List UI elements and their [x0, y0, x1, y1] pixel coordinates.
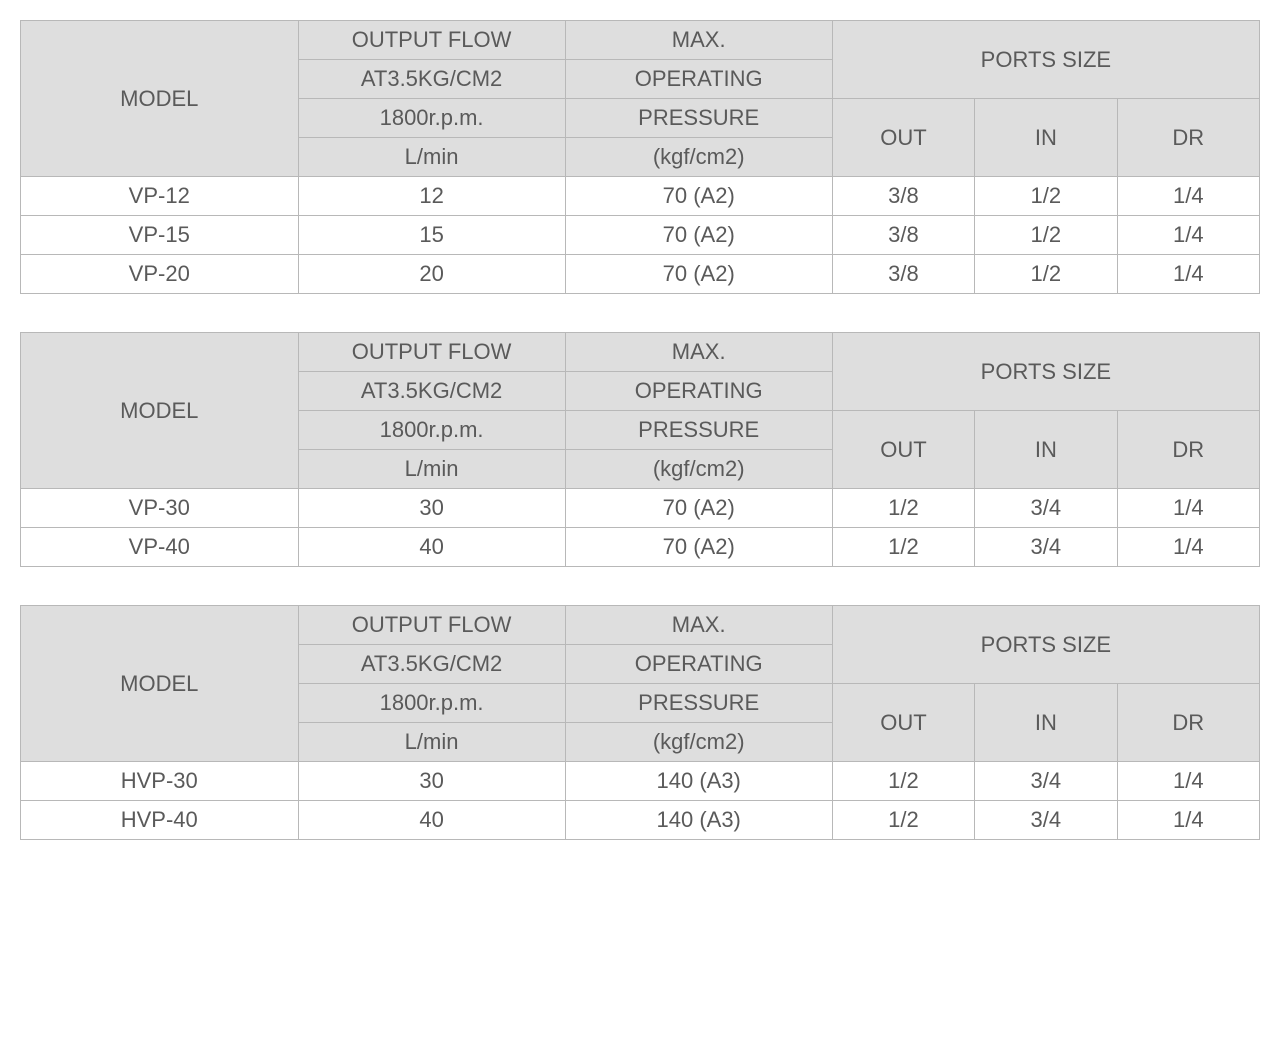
table-row: VP-30 30 70 (A2) 1/2 3/4 1/4	[21, 489, 1260, 528]
cell-model: VP-15	[21, 216, 299, 255]
header-press-2: OPERATING	[565, 372, 832, 411]
header-flow-4: L/min	[298, 138, 565, 177]
header-press-1: MAX.	[565, 21, 832, 60]
cell-in: 3/4	[975, 762, 1117, 801]
header-out: OUT	[832, 684, 974, 762]
header-flow-1: OUTPUT FLOW	[298, 21, 565, 60]
table-body: VP-12 12 70 (A2) 3/8 1/2 1/4 VP-15 15 70…	[21, 177, 1260, 294]
spec-table: MODEL OUTPUT FLOW MAX. PORTS SIZE AT3.5K…	[20, 332, 1260, 567]
table-row: VP-12 12 70 (A2) 3/8 1/2 1/4	[21, 177, 1260, 216]
cell-model: VP-12	[21, 177, 299, 216]
cell-dr: 1/4	[1117, 216, 1259, 255]
header-ports: PORTS SIZE	[832, 21, 1259, 99]
cell-model: HVP-30	[21, 762, 299, 801]
header-in: IN	[975, 684, 1117, 762]
header-ports: PORTS SIZE	[832, 606, 1259, 684]
header-press-1: MAX.	[565, 333, 832, 372]
cell-model: VP-40	[21, 528, 299, 567]
header-press-3: PRESSURE	[565, 684, 832, 723]
cell-press: 70 (A2)	[565, 216, 832, 255]
cell-in: 1/2	[975, 216, 1117, 255]
cell-flow: 30	[298, 489, 565, 528]
spec-table: MODEL OUTPUT FLOW MAX. PORTS SIZE AT3.5K…	[20, 20, 1260, 294]
cell-dr: 1/4	[1117, 528, 1259, 567]
cell-out: 1/2	[832, 528, 974, 567]
table-row: HVP-30 30 140 (A3) 1/2 3/4 1/4	[21, 762, 1260, 801]
header-dr: DR	[1117, 411, 1259, 489]
header-press-3: PRESSURE	[565, 411, 832, 450]
table-header: MODEL OUTPUT FLOW MAX. PORTS SIZE AT3.5K…	[21, 606, 1260, 762]
header-out: OUT	[832, 99, 974, 177]
cell-dr: 1/4	[1117, 177, 1259, 216]
header-dr: DR	[1117, 99, 1259, 177]
cell-in: 1/2	[975, 177, 1117, 216]
header-flow-2: AT3.5KG/CM2	[298, 372, 565, 411]
header-press-1: MAX.	[565, 606, 832, 645]
cell-flow: 40	[298, 528, 565, 567]
table-header: MODEL OUTPUT FLOW MAX. PORTS SIZE AT3.5K…	[21, 21, 1260, 177]
header-flow-3: 1800r.p.m.	[298, 684, 565, 723]
spec-table: MODEL OUTPUT FLOW MAX. PORTS SIZE AT3.5K…	[20, 605, 1260, 840]
cell-model: HVP-40	[21, 801, 299, 840]
cell-press: 140 (A3)	[565, 801, 832, 840]
cell-flow: 15	[298, 216, 565, 255]
header-flow-2: AT3.5KG/CM2	[298, 645, 565, 684]
header-flow-4: L/min	[298, 723, 565, 762]
tables-container: MODEL OUTPUT FLOW MAX. PORTS SIZE AT3.5K…	[20, 20, 1260, 840]
header-press-3: PRESSURE	[565, 99, 832, 138]
cell-press: 140 (A3)	[565, 762, 832, 801]
header-press-4: (kgf/cm2)	[565, 450, 832, 489]
header-out: OUT	[832, 411, 974, 489]
header-flow-3: 1800r.p.m.	[298, 99, 565, 138]
cell-in: 3/4	[975, 528, 1117, 567]
header-in: IN	[975, 411, 1117, 489]
cell-dr: 1/4	[1117, 762, 1259, 801]
cell-out: 3/8	[832, 177, 974, 216]
cell-in: 3/4	[975, 801, 1117, 840]
header-flow-1: OUTPUT FLOW	[298, 606, 565, 645]
cell-model: VP-20	[21, 255, 299, 294]
header-in: IN	[975, 99, 1117, 177]
header-flow-2: AT3.5KG/CM2	[298, 60, 565, 99]
table-row: VP-20 20 70 (A2) 3/8 1/2 1/4	[21, 255, 1260, 294]
header-dr: DR	[1117, 684, 1259, 762]
table-row: VP-40 40 70 (A2) 1/2 3/4 1/4	[21, 528, 1260, 567]
cell-in: 3/4	[975, 489, 1117, 528]
cell-press: 70 (A2)	[565, 489, 832, 528]
cell-out: 1/2	[832, 489, 974, 528]
cell-press: 70 (A2)	[565, 255, 832, 294]
cell-flow: 12	[298, 177, 565, 216]
table-body: VP-30 30 70 (A2) 1/2 3/4 1/4 VP-40 40 70…	[21, 489, 1260, 567]
header-flow-3: 1800r.p.m.	[298, 411, 565, 450]
table-row: VP-15 15 70 (A2) 3/8 1/2 1/4	[21, 216, 1260, 255]
cell-in: 1/2	[975, 255, 1117, 294]
header-press-4: (kgf/cm2)	[565, 723, 832, 762]
cell-dr: 1/4	[1117, 255, 1259, 294]
cell-model: VP-30	[21, 489, 299, 528]
header-press-2: OPERATING	[565, 60, 832, 99]
header-model: MODEL	[21, 333, 299, 489]
table-header: MODEL OUTPUT FLOW MAX. PORTS SIZE AT3.5K…	[21, 333, 1260, 489]
table-row: HVP-40 40 140 (A3) 1/2 3/4 1/4	[21, 801, 1260, 840]
cell-dr: 1/4	[1117, 489, 1259, 528]
cell-out: 1/2	[832, 762, 974, 801]
header-press-2: OPERATING	[565, 645, 832, 684]
cell-out: 1/2	[832, 801, 974, 840]
header-model: MODEL	[21, 21, 299, 177]
table-body: HVP-30 30 140 (A3) 1/2 3/4 1/4 HVP-40 40…	[21, 762, 1260, 840]
cell-press: 70 (A2)	[565, 528, 832, 567]
cell-flow: 40	[298, 801, 565, 840]
cell-out: 3/8	[832, 255, 974, 294]
cell-dr: 1/4	[1117, 801, 1259, 840]
cell-flow: 30	[298, 762, 565, 801]
header-press-4: (kgf/cm2)	[565, 138, 832, 177]
header-flow-1: OUTPUT FLOW	[298, 333, 565, 372]
header-model: MODEL	[21, 606, 299, 762]
header-flow-4: L/min	[298, 450, 565, 489]
header-ports: PORTS SIZE	[832, 333, 1259, 411]
cell-out: 3/8	[832, 216, 974, 255]
cell-press: 70 (A2)	[565, 177, 832, 216]
cell-flow: 20	[298, 255, 565, 294]
